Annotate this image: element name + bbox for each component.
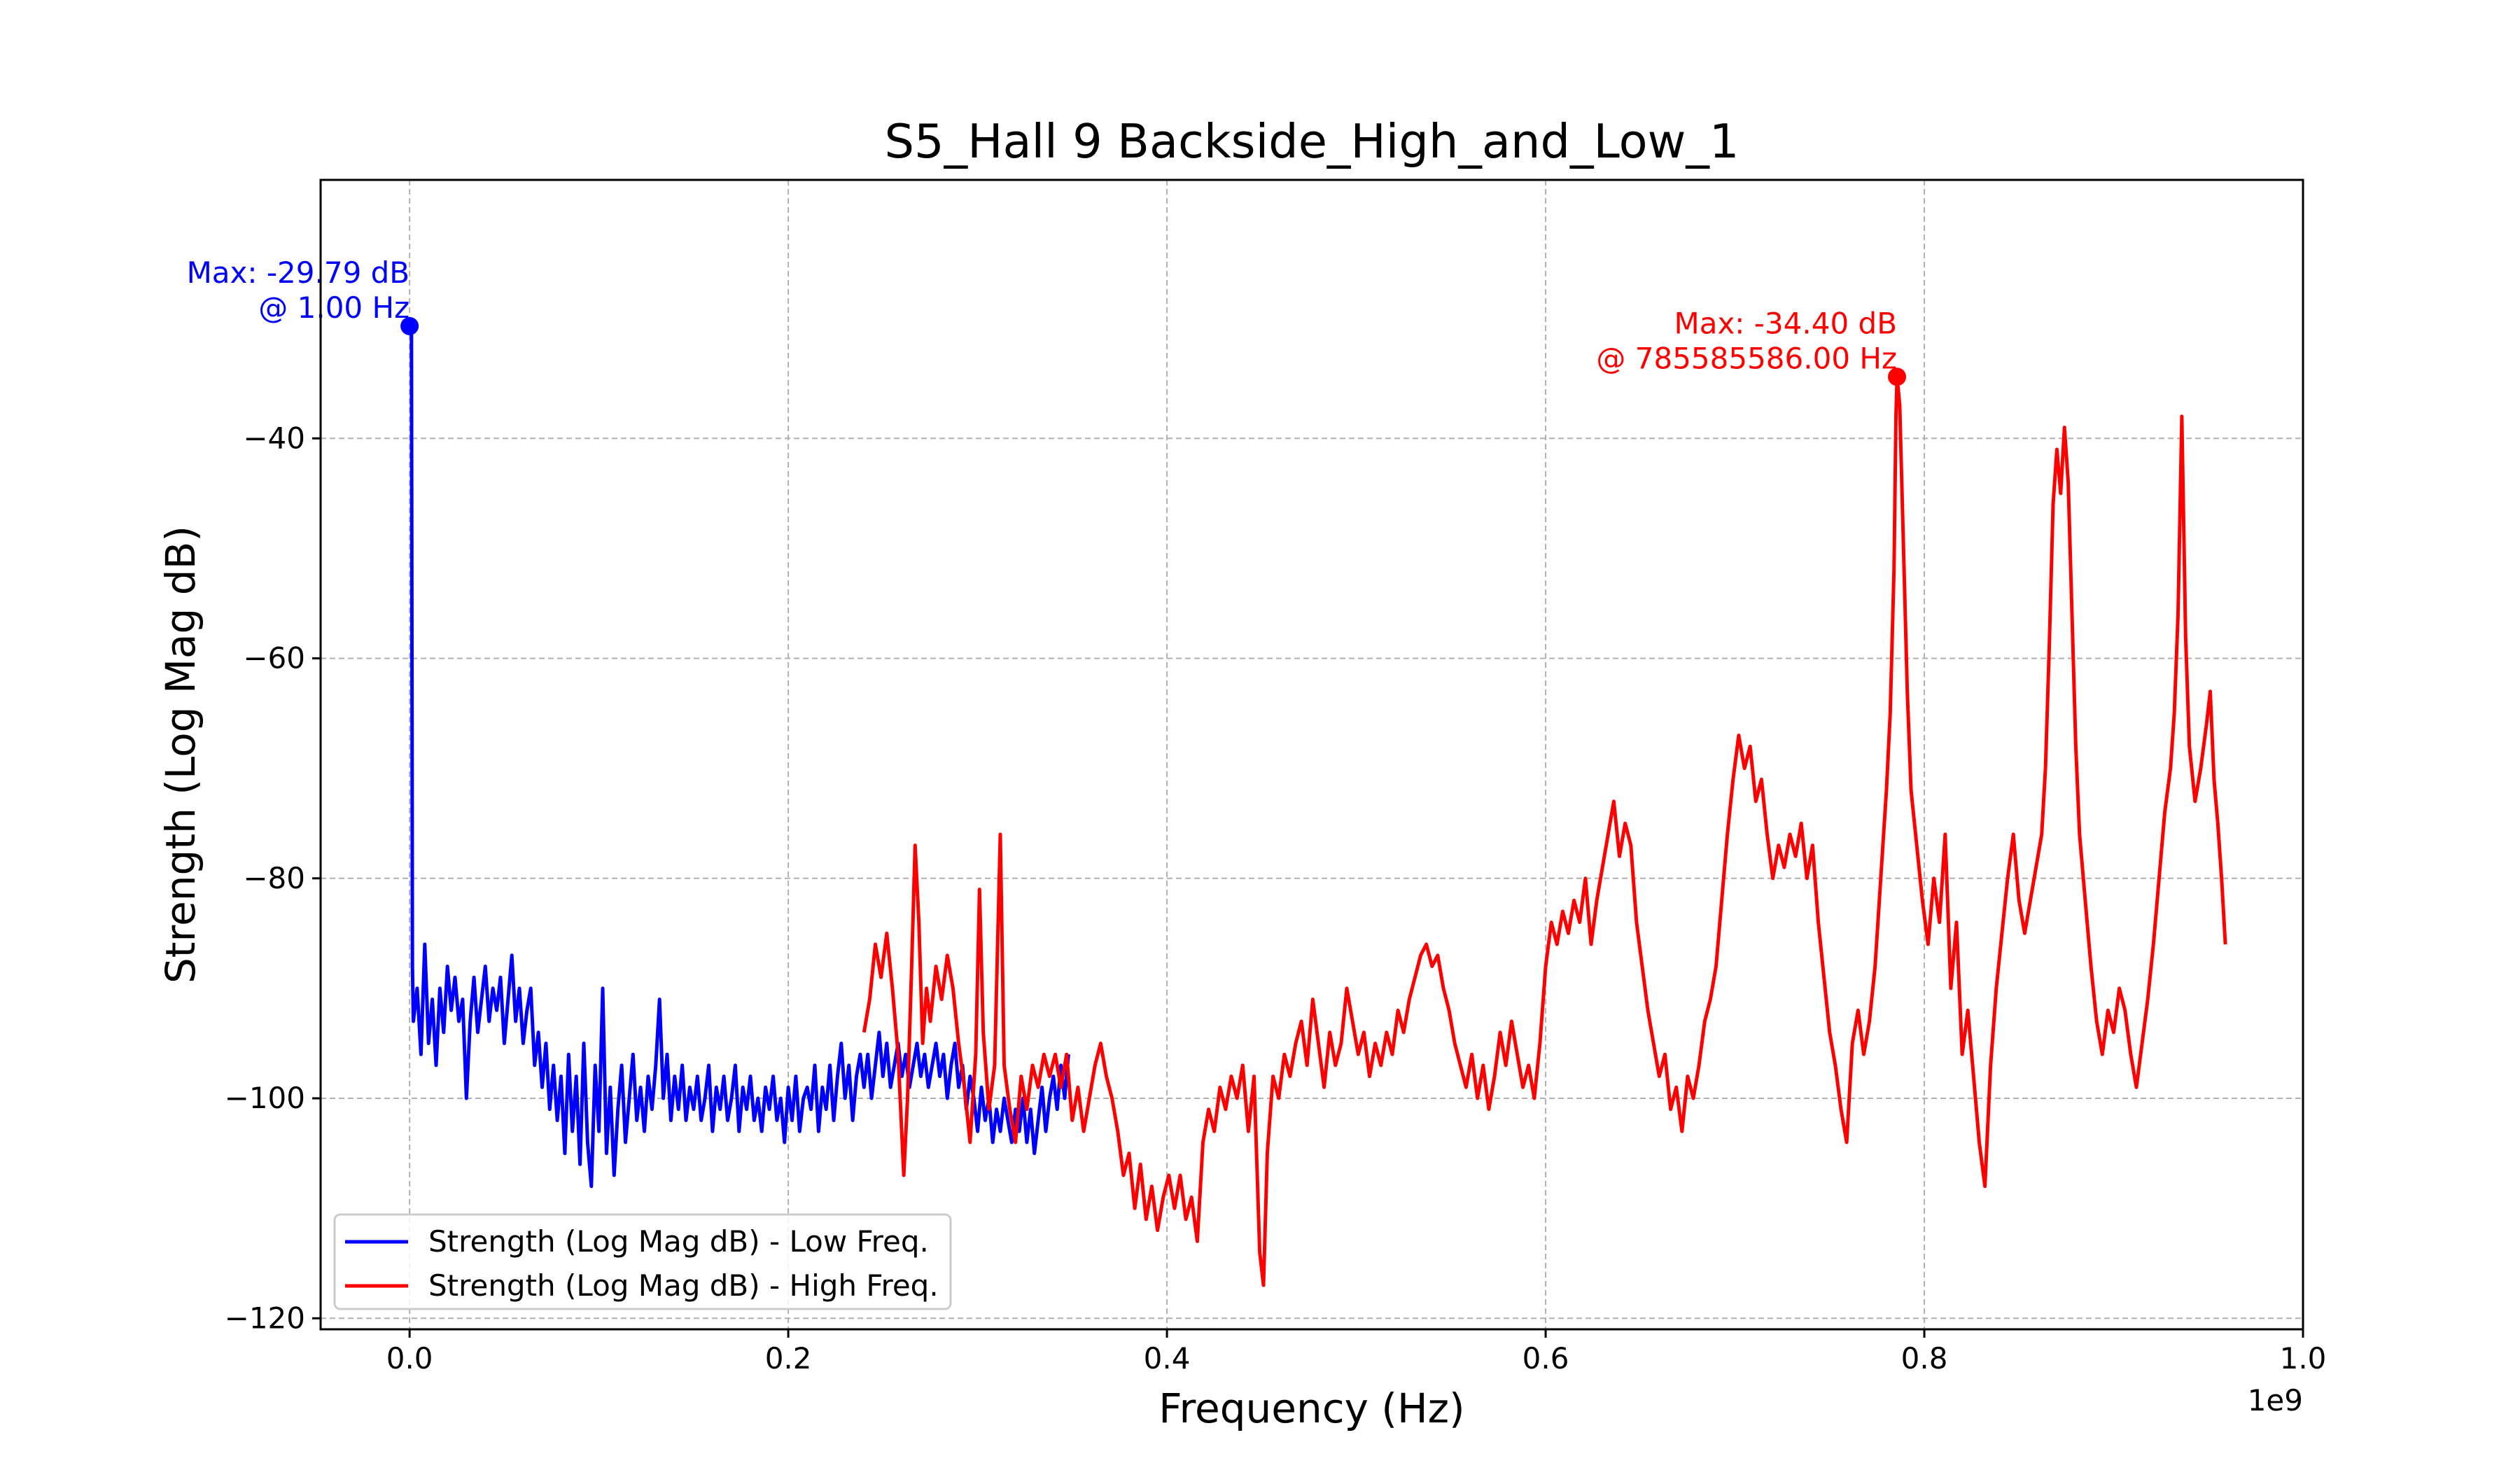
legend-label-low-freq: Strength (Log Mag dB) - Low Freq.: [428, 1224, 929, 1259]
x-tick-label: 0.2: [765, 1341, 812, 1376]
x-tick-label: 0.4: [1144, 1341, 1191, 1376]
legend: Strength (Log Mag dB) - Low Freq. Streng…: [333, 1213, 952, 1310]
max-annotation-frequency: @ 1.00 Hz: [258, 290, 410, 325]
x-tick-label: 0.0: [386, 1341, 433, 1376]
y-tick-label: −80: [243, 861, 305, 895]
y-tick-label: −60: [243, 641, 305, 676]
x-tick-label: 0.8: [1901, 1341, 1948, 1376]
legend-label-high-freq: Strength (Log Mag dB) - High Freq.: [428, 1268, 939, 1303]
series-line-high-freq: [862, 374, 2227, 1287]
annotations: Max: -29.79 dB@ 1.00 Hz Max: -34.40 dB@ 7…: [187, 255, 1907, 386]
max-marker-high-freq: [1888, 368, 1907, 386]
y-tick-label: −40: [243, 421, 305, 455]
axis-ticks: 0.0 0.2 0.4 0.6 0.8 1.0 −120 −100 −80 −60 −40: [225, 421, 2327, 1376]
y-tick-label: −120: [225, 1301, 305, 1335]
x-axis-offset-label: 1e9: [2248, 1383, 2303, 1418]
x-tick-label: 0.6: [1522, 1341, 1569, 1376]
y-axis-label: Strength (Log Mag dB): [157, 526, 204, 983]
y-tick-label: −100: [225, 1081, 305, 1115]
max-marker-low-freq: [400, 316, 419, 335]
x-axis-label: Frequency (Hz): [1158, 1385, 1464, 1432]
axes-frame: [319, 178, 2304, 1331]
legend-box: [333, 1213, 952, 1310]
max-annotation-value: Max: -29.79 dB: [187, 255, 410, 290]
series-line-low-freq: [407, 326, 1070, 1189]
max-annotation-frequency: @ 785585586.00 Hz: [1596, 341, 1897, 375]
plot-area: [407, 326, 2227, 1287]
x-tick-label: 1.0: [2280, 1341, 2327, 1376]
chart-title: S5_Hall 9 Backside_High_and_Low_1: [884, 114, 1739, 169]
max-annotation-value: Max: -34.40 dB: [1674, 306, 1897, 340]
